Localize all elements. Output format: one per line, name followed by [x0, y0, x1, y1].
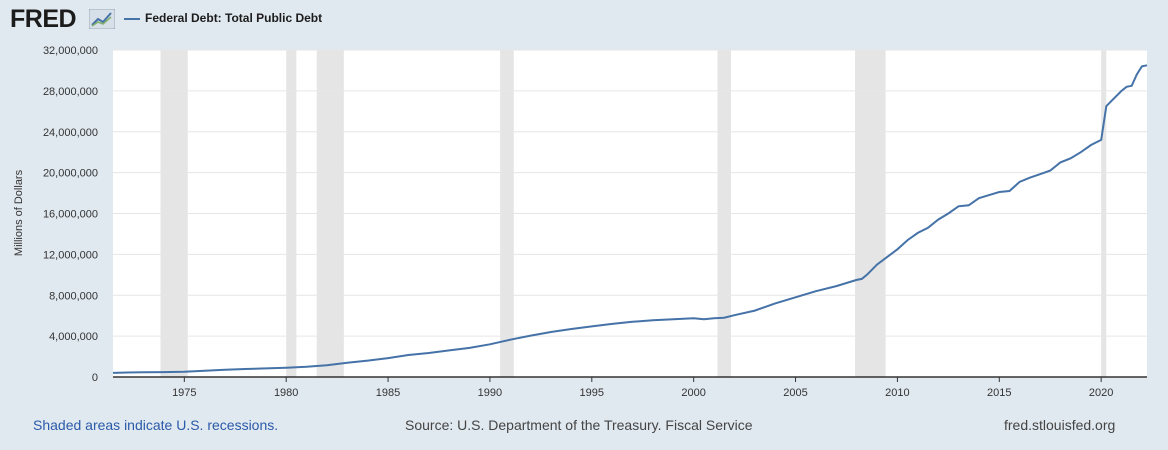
fred-logo[interactable]: FRED	[10, 5, 77, 33]
series-line-federal-debt[interactable]	[112, 64, 1148, 374]
x-tick-label: 2015	[987, 387, 1011, 399]
y-tick-label: 20,000,000	[43, 168, 98, 180]
x-tick-label: 2005	[783, 387, 807, 399]
x-axis-ticks: 1975 1980 1985 1990 1995 2000 2005 2010 2015 2020	[172, 377, 1113, 399]
y-axis-ticks: 0 4,000,000 8,000,000 12,000,000 16,000,000 2…	[43, 45, 98, 384]
graph-icon	[89, 9, 115, 29]
x-tick-label: 1975	[172, 387, 196, 399]
y-tick-label: 0	[92, 372, 98, 384]
x-tick-label: 2010	[885, 387, 909, 399]
site-url[interactable]: fred.stlouisfed.org	[1004, 417, 1116, 433]
x-tick-label: 1980	[274, 387, 298, 399]
x-tick-label: 1990	[478, 387, 502, 399]
y-tick-label: 8,000,000	[49, 290, 98, 302]
recession-note-link[interactable]: Shaded areas indicate U.S. recessions.	[33, 417, 279, 433]
y-tick-label: 12,000,000	[43, 249, 98, 261]
x-tick-label: 1985	[376, 387, 400, 399]
y-tick-label: 16,000,000	[43, 209, 98, 221]
line-chart: 0 4,000,000 8,000,000 12,000,000 16,000,000 2…	[13, 45, 1148, 399]
y-tick-label: 4,000,000	[49, 331, 98, 343]
x-tick-label: 1995	[580, 387, 604, 399]
x-tick-label: 2000	[681, 387, 705, 399]
y-tick-label: 28,000,000	[43, 86, 98, 98]
gridlines	[113, 49, 1147, 337]
legend-line-swatch	[124, 18, 140, 20]
chart-header: FRED Federal Debt: Total Public Debt	[0, 0, 1168, 44]
y-tick-label: 32,000,000	[43, 45, 98, 57]
x-tick-label: 2020	[1089, 387, 1113, 399]
y-axis-label: Millions of Dollars	[13, 169, 25, 256]
source-note: Source: U.S. Department of the Treasury.…	[405, 417, 753, 433]
y-tick-label: 24,000,000	[43, 127, 98, 139]
legend-series-label[interactable]: Federal Debt: Total Public Debt	[145, 11, 323, 25]
